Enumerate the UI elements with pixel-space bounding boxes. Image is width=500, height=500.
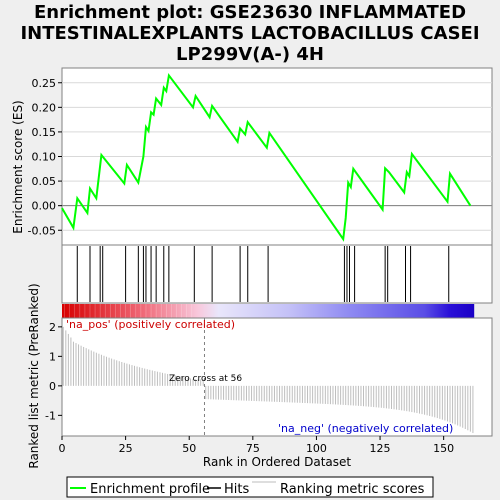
es-y-tick-label: -0.05: [28, 224, 56, 237]
zero-cross-label: Zero cross at 56: [169, 374, 242, 384]
es-y-tick-label: 0.25: [32, 77, 57, 90]
neg-label: 'na_neg' (negatively correlated): [278, 422, 453, 435]
pos-label: 'na_pos' (positively correlated): [66, 318, 235, 331]
metric-y-tick-label: -1: [45, 409, 56, 422]
es-y-tick-label: 0.10: [32, 151, 57, 164]
x-tick-label: 125: [370, 442, 391, 455]
legend-es-label: Enrichment profile: [90, 482, 210, 497]
es-y-tick-label: 0.15: [32, 126, 57, 139]
title-line-3: LP299V(A-) 4H: [176, 44, 324, 65]
rank-color-bar: [62, 304, 475, 318]
es-y-axis-label: Enrichment score (ES): [11, 100, 25, 233]
metric-y-axis-label: Ranked list metric (PreRanked): [27, 283, 41, 468]
metric-y-tick-label: 1: [49, 350, 56, 363]
x-tick-label: 25: [119, 442, 133, 455]
x-axis-label: Rank in Ordered Dataset: [203, 455, 351, 469]
enrichment-profile-line: [61, 72, 472, 242]
legend-box: [66, 476, 434, 498]
es-y-tick-label: 0.00: [32, 200, 57, 213]
hits-panel: [61, 244, 493, 304]
metric-x-ticks: 0 25 50 75 100 125 150: [59, 436, 454, 455]
rank-color-bar-ticks: [64, 304, 193, 318]
title-line-1: Enrichment plot: GSE23630 INFLAMMATED: [33, 2, 467, 23]
metric-y-tick-label: 2: [49, 321, 56, 334]
x-tick-label: 100: [306, 442, 327, 455]
metric-bars: [62, 326, 474, 434]
metric-y-ticks: 2 1 0 -1: [45, 321, 62, 422]
x-tick-label: 150: [433, 442, 454, 455]
legend-hits-label: Hits: [224, 482, 249, 497]
es-y-tick-label: 0.05: [32, 175, 57, 188]
x-tick-label: 50: [182, 442, 196, 455]
title-line-2: INTESTINALEXPLANTS LACTOBACILLUS CASEI: [20, 23, 480, 44]
legend-metric-label: Ranking metric scores: [280, 482, 425, 497]
chart-title: Enrichment plot: GSE23630 INFLAMMATED IN…: [0, 2, 500, 65]
es-y-tick-label: 0.20: [32, 101, 57, 114]
x-tick-label: 0: [59, 442, 66, 455]
metric-panel: [61, 317, 493, 437]
x-tick-label: 75: [246, 442, 260, 455]
es-y-ticks: -0.05 0.00 0.05 0.10 0.15 0.20 0.25: [28, 77, 62, 237]
hit-marks: [76, 246, 450, 302]
metric-y-tick-label: 0: [49, 380, 56, 393]
